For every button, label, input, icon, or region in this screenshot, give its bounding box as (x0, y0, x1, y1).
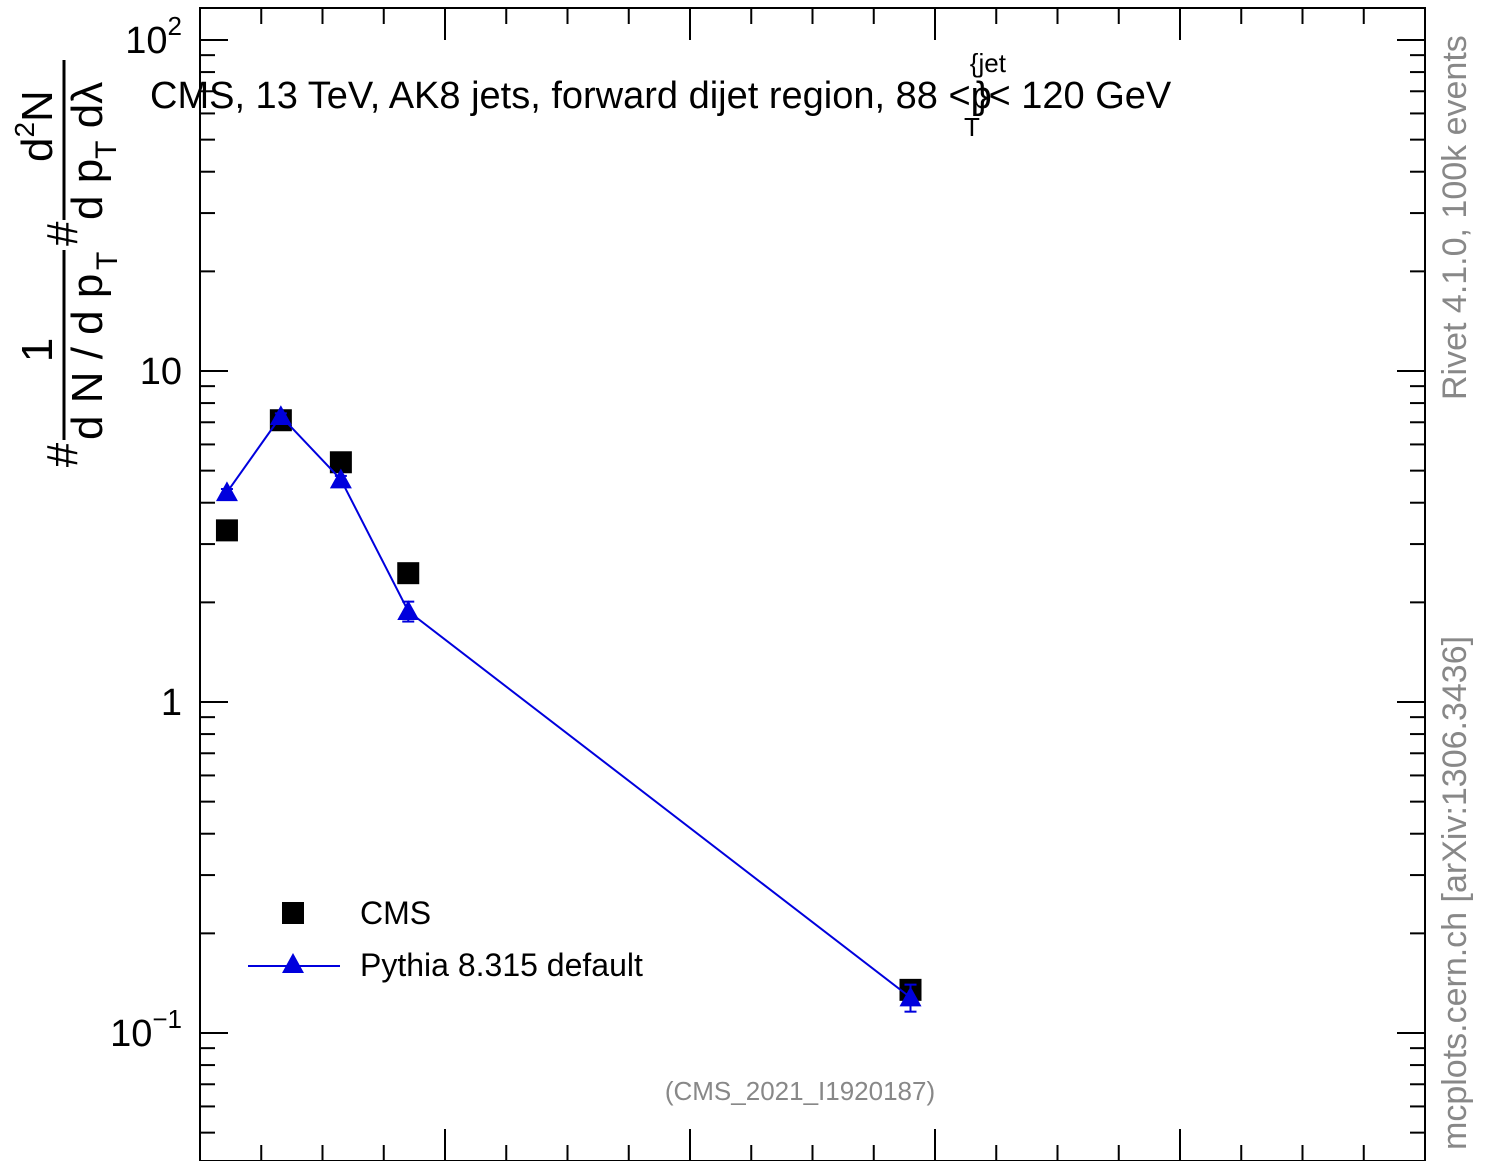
ylabel-prefix: # (38, 442, 87, 467)
cms-point (215, 519, 238, 542)
ylabel-frac2-num-d: d (13, 138, 62, 162)
legend-label-cms: CMS (360, 895, 431, 931)
title-subscript: T (964, 112, 980, 142)
pythia-point (397, 600, 420, 621)
ylabel-lambda: λ (63, 82, 112, 104)
cms-point (329, 451, 352, 474)
y-tick-label: 10 (140, 351, 182, 393)
y-tick-label: 102 (125, 11, 182, 62)
y-tick-labels: 102 10 1 10−1 (110, 11, 182, 1055)
ylabel-frac2-num-sup: 2 (9, 122, 40, 138)
legend-label-pythia: Pythia 8.315 default (360, 947, 643, 983)
ylabel-denominator-sub: T (91, 252, 124, 270)
legend-marker-pythia (282, 953, 304, 973)
pythia-point (215, 481, 238, 502)
y-tick-label: 10−1 (110, 1004, 182, 1055)
series-pythia (215, 405, 922, 1013)
title-superscript: {jet (970, 48, 1007, 78)
rivet-version-label: Rivet 4.1.0, 100k events (1436, 35, 1474, 400)
axis-ticks (199, 8, 1426, 1161)
pythia-line (226, 414, 912, 999)
ylabel-numerator: 1 (13, 338, 62, 362)
chart-title: CMS, 13 TeV, AK8 jets, forward dijet reg… (150, 48, 1172, 142)
ylabel-denominator: d N / d p (63, 274, 112, 440)
ylabel-frac2-den-d: d p (63, 159, 112, 220)
ylabel-frac2-den-end: d (63, 104, 112, 141)
ylabel-mid: # (38, 221, 87, 246)
mcplots-label: mcplots.cern.ch [arXiv:1306.3436] (1436, 636, 1474, 1150)
pythia-point (269, 405, 292, 426)
y-axis-label: # 1 d N / d p T # d2N d pT dλ (9, 60, 124, 467)
pythia-point (329, 468, 352, 489)
ylabel-frac2-den-sub: T (90, 141, 123, 159)
series-cms (215, 409, 922, 1001)
title-main: CMS, 13 TeV, AK8 jets, forward dijet reg… (150, 75, 971, 117)
analysis-id: (CMS_2021_I1920187) (665, 1076, 935, 1106)
title-end: }< 120 GeV (976, 75, 1172, 117)
title-symbol: p (971, 75, 992, 117)
legend: CMS Pythia 8.315 default (248, 895, 643, 983)
ylabel-frac2-denominator: d pT dλ (63, 82, 123, 220)
plot-frame (199, 7, 1426, 1161)
ylabel-frac2-num-end: N (13, 90, 62, 122)
legend-marker-cms (282, 902, 304, 924)
ylabel-frac2-numerator: d2N (9, 90, 62, 162)
cms-point (397, 562, 420, 585)
y-tick-label: 1 (161, 682, 182, 724)
pythia-point (899, 986, 922, 1007)
